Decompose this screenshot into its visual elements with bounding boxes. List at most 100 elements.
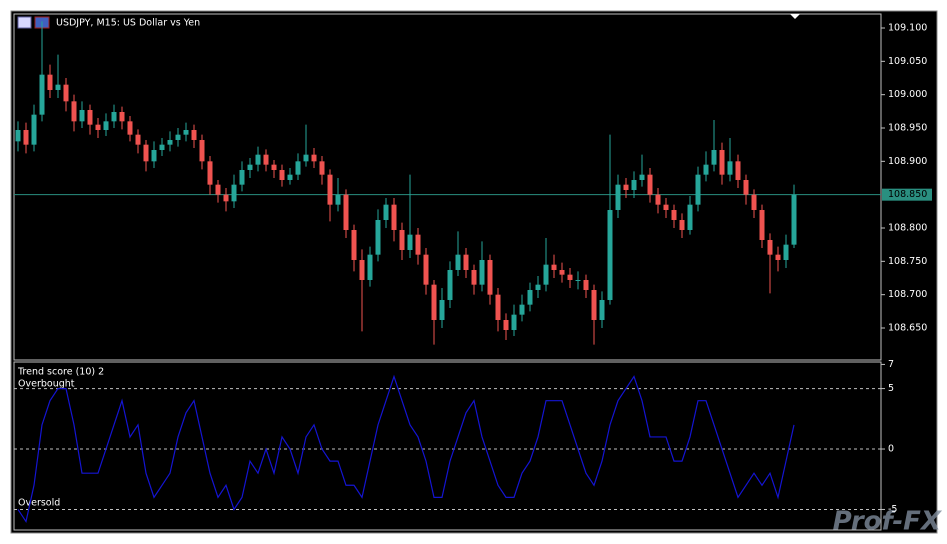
candle-body [79,110,85,122]
candle-body [711,150,717,165]
candle-body [663,204,669,210]
main-pane [13,13,882,361]
candle-body [783,244,789,260]
candle-body [239,170,245,185]
candle-body [695,174,701,205]
candle-body [487,260,493,295]
candle-body [791,194,797,245]
y-tick-label: 108.750 [888,256,927,267]
candle-body [375,220,381,255]
price-label-box [882,188,932,201]
y-tick-label: 108.800 [888,223,927,234]
candle-body [623,184,629,190]
price-label: 108.850 [888,189,927,200]
candle-body [423,254,429,285]
candle-body [15,130,21,142]
candle-body [671,210,677,220]
candle-body [279,170,285,180]
candle-body [351,230,357,260]
candle-body [263,154,269,165]
candle-body [407,234,413,250]
y-tick-label: 109.100 [888,23,927,34]
y-tick-label: -5 [888,504,897,515]
candle-body [583,280,589,290]
candle-body [647,174,653,195]
candle-body [479,260,485,285]
indicator-title: Trend score (10) 2 [17,367,104,378]
candle-body [391,204,397,230]
candle-body [519,304,525,315]
candle-body [399,230,405,250]
candle-body [23,130,29,145]
candle-body [615,184,621,210]
candle-body [175,134,181,140]
candle-body [287,174,293,180]
candle-body [111,112,117,122]
candle-body [327,174,333,205]
candle-body [215,184,221,195]
y-tick-label: 108.700 [888,289,927,300]
y-tick-label: 109.000 [888,89,927,100]
candle-body [151,150,157,162]
candle-body [191,130,197,140]
candle-body [767,240,773,255]
candle-body [735,161,741,180]
y-tick-label: 108.900 [888,156,927,167]
candle-body [383,204,389,220]
candle-body [103,121,109,130]
candle-body [247,164,253,170]
candle-body [567,274,573,280]
candle-body [159,144,165,150]
candle-body [719,150,725,175]
candle-body [231,184,237,202]
candle-body [207,161,213,185]
watermark: Prof-FX [833,507,943,537]
candle-body [415,234,421,255]
trend-line [17,374,795,524]
chart-title: USDJPY, M15: US Dollar vs Yen [56,18,200,29]
candle-body [431,284,437,320]
candle-body [727,161,733,175]
candle-body [599,300,605,320]
candle-body [759,210,765,240]
candle-body [223,194,229,202]
candle-body [559,270,565,275]
candle-body [295,161,301,175]
candle-body [55,84,61,90]
y-tick-label: 7 [888,359,894,370]
y-tick-label: 0 [888,444,894,455]
candle-body [135,134,141,145]
candle-body [271,164,277,170]
candle-body [343,194,349,230]
candle-body [183,130,189,135]
candle-body [319,161,325,175]
candle-body [71,101,77,122]
candle-body [607,210,613,300]
candle-body [87,110,93,125]
y-tick-label: 109.050 [888,56,927,67]
candle-body [199,140,205,162]
y-tick-label: 5 [888,383,894,394]
candle-body [255,154,261,165]
candle-body [311,154,317,162]
annotation: Overbought [18,379,75,390]
candle-body [95,124,101,130]
candle-body [471,270,477,285]
candle-body [63,84,69,102]
candle-body [463,254,469,270]
candle-body [119,112,125,122]
candle-body [543,264,549,285]
candle-body [751,194,757,210]
candle-body [335,194,341,205]
candle-body [303,154,309,162]
candle-body [439,300,445,320]
candle-body [367,254,373,280]
candle-body [359,260,365,280]
candle-body [679,220,685,230]
candle-body [495,294,501,320]
candle-body [687,204,693,230]
candle-body [455,254,461,270]
candle-body [527,290,533,305]
candle-body [31,114,37,145]
